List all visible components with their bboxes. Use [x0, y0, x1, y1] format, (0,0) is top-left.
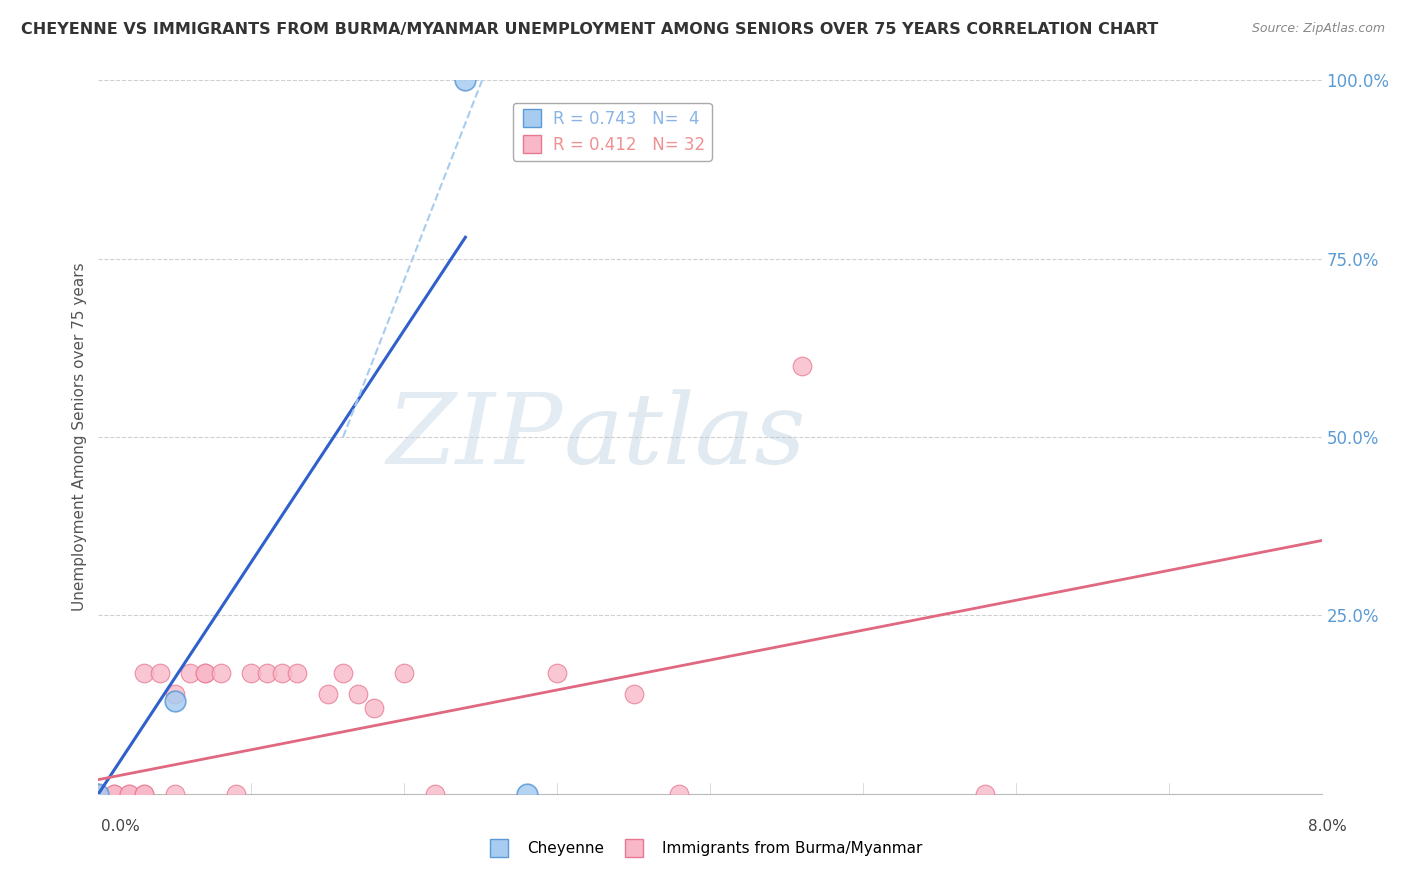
- Text: CHEYENNE VS IMMIGRANTS FROM BURMA/MYANMAR UNEMPLOYMENT AMONG SENIORS OVER 75 YEA: CHEYENNE VS IMMIGRANTS FROM BURMA/MYANMA…: [21, 22, 1159, 37]
- Point: [347, 687, 370, 701]
- Point: [134, 665, 156, 680]
- Point: [332, 665, 354, 680]
- Legend: Cheyenne, Immigrants from Burma/Myanmar: Cheyenne, Immigrants from Burma/Myanmar: [478, 835, 928, 862]
- Point: [392, 665, 416, 680]
- Point: [546, 665, 568, 680]
- Point: [87, 787, 110, 801]
- Point: [163, 787, 186, 801]
- Point: [270, 665, 294, 680]
- Point: [194, 665, 217, 680]
- Y-axis label: Unemployment Among Seniors over 75 years: Unemployment Among Seniors over 75 years: [72, 263, 87, 611]
- Point: [668, 787, 690, 801]
- Legend: R = 0.743   N=  4, R = 0.412   N= 32: R = 0.743 N= 4, R = 0.412 N= 32: [513, 103, 711, 161]
- Point: [363, 701, 385, 715]
- Point: [87, 787, 110, 801]
- Text: atlas: atlas: [564, 390, 806, 484]
- Point: [103, 787, 125, 801]
- Point: [134, 787, 156, 801]
- Point: [256, 665, 278, 680]
- Point: [454, 73, 477, 87]
- Text: Source: ZipAtlas.com: Source: ZipAtlas.com: [1251, 22, 1385, 36]
- Point: [194, 665, 217, 680]
- Point: [118, 787, 141, 801]
- Point: [209, 665, 232, 680]
- Point: [87, 787, 110, 801]
- Point: [118, 787, 141, 801]
- Point: [163, 694, 186, 708]
- Text: 0.0%: 0.0%: [101, 820, 141, 834]
- Point: [163, 687, 186, 701]
- Point: [623, 687, 645, 701]
- Point: [974, 787, 997, 801]
- Point: [790, 359, 813, 373]
- Point: [240, 665, 263, 680]
- Point: [179, 665, 201, 680]
- Point: [134, 787, 156, 801]
- Text: ZIP: ZIP: [387, 390, 564, 484]
- Point: [149, 665, 172, 680]
- Point: [285, 665, 308, 680]
- Point: [423, 787, 446, 801]
- Point: [225, 787, 247, 801]
- Point: [516, 787, 538, 801]
- Text: 8.0%: 8.0%: [1308, 820, 1347, 834]
- Point: [316, 687, 339, 701]
- Point: [103, 787, 125, 801]
